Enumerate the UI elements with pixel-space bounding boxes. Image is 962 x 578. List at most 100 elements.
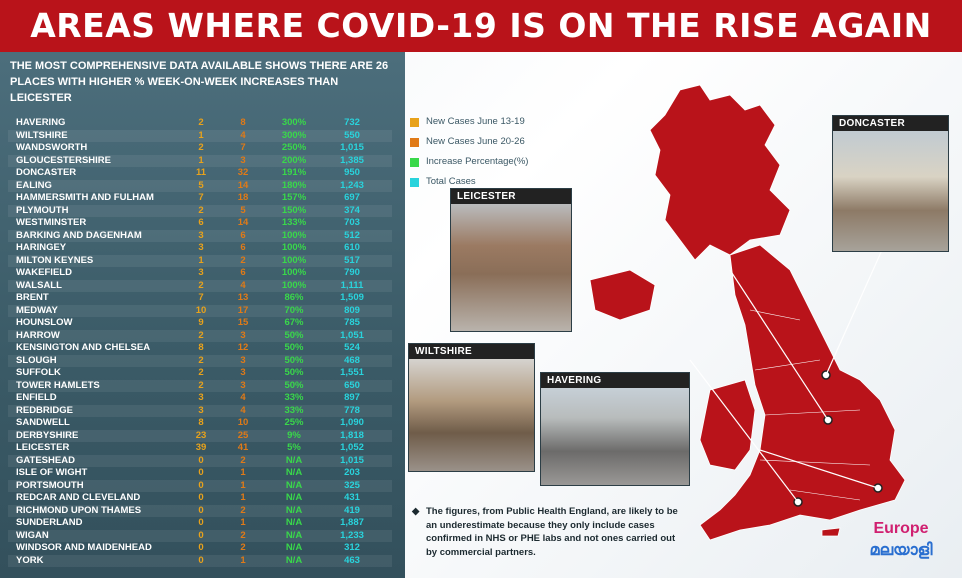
row-total-cases: 374 xyxy=(344,204,360,216)
table-row: TOWER HAMLETS 2 3 50% 650 xyxy=(8,379,392,392)
row-cases-june-13-19: 2 xyxy=(198,367,204,378)
row-cases-june-20-26: 4 xyxy=(240,129,246,141)
row-increase-percentage: 191% xyxy=(281,167,307,178)
row-place-name: MEDWAY xyxy=(16,304,58,316)
row-cases-june-13-19: 3 xyxy=(198,242,204,253)
row-cases-june-13-19: 10 xyxy=(195,304,207,316)
row-place-name: LEICESTER xyxy=(16,442,70,453)
table-row: WIGAN 0 2 N/A 1,233 xyxy=(8,529,392,542)
wiltshire-photo: WILTSHIRE xyxy=(408,343,535,472)
table-row: EALING 5 14 180% 1,243 xyxy=(8,179,392,192)
row-cases-june-13-19: 3 xyxy=(198,229,204,241)
row-total-cases: 312 xyxy=(344,542,360,553)
row-total-cases: 1,233 xyxy=(340,529,364,541)
row-cases-june-20-26: 3 xyxy=(240,367,246,378)
row-place-name: HAMMERSMITH AND FULHAM xyxy=(16,192,154,203)
row-increase-percentage: 100% xyxy=(281,254,307,266)
row-increase-percentage: N/A xyxy=(285,504,303,516)
page-title: AREAS WHERE COVID-19 IS ON THE RISE AGAI… xyxy=(30,6,932,45)
row-increase-percentage: 157% xyxy=(281,192,307,203)
row-cases-june-20-26: 2 xyxy=(240,254,246,266)
row-increase-percentage: 300% xyxy=(281,117,307,128)
row-place-name: PORTSMOUTH xyxy=(16,479,84,491)
row-place-name: EALING xyxy=(16,179,52,191)
row-place-name: DERBYSHIRE xyxy=(16,429,79,441)
row-total-cases: 610 xyxy=(344,242,360,253)
table-row: BRENT 7 13 86% 1,509 xyxy=(8,292,392,304)
table-row: LEICESTER 39 41 5% 1,052 xyxy=(8,442,392,454)
row-total-cases: 463 xyxy=(344,554,360,566)
row-cases-june-20-26: 2 xyxy=(240,542,246,553)
row-cases-june-13-19: 8 xyxy=(198,342,204,353)
row-total-cases: 1,015 xyxy=(340,142,364,153)
row-cases-june-20-26: 8 xyxy=(240,117,246,128)
row-cases-june-20-26: 1 xyxy=(240,554,246,566)
row-increase-percentage: 100% xyxy=(281,229,307,241)
row-increase-percentage: 100% xyxy=(281,242,307,253)
row-increase-percentage: N/A xyxy=(285,467,303,478)
row-place-name: GLOUCESTERSHIRE xyxy=(16,154,112,166)
table-row: HOUNSLOW 9 15 67% 785 xyxy=(8,317,392,329)
row-total-cases: 203 xyxy=(344,467,360,478)
legend-label: Total Cases xyxy=(426,176,476,187)
row-total-cases: 790 xyxy=(344,267,360,278)
legend-swatch xyxy=(410,158,419,167)
row-place-name: HOUNSLOW xyxy=(16,317,73,328)
row-cases-june-20-26: 25 xyxy=(237,429,249,441)
table-row: DONCASTER 11 32 191% 950 xyxy=(8,167,392,179)
legend-swatch xyxy=(410,118,419,127)
row-place-name: WAKEFIELD xyxy=(16,267,72,278)
row-cases-june-13-19: 9 xyxy=(198,317,204,328)
row-total-cases: 950 xyxy=(344,167,360,178)
row-total-cases: 1,243 xyxy=(340,179,364,191)
row-cases-june-13-19: 7 xyxy=(198,292,204,303)
row-cases-june-13-19: 1 xyxy=(198,129,204,141)
table-row: ISLE OF WIGHT 0 1 N/A 203 xyxy=(8,467,392,479)
row-cases-june-20-26: 2 xyxy=(240,454,246,466)
row-cases-june-13-19: 0 xyxy=(198,454,204,466)
table-row: MILTON KEYNES 1 2 100% 517 xyxy=(8,254,392,267)
row-increase-percentage: N/A xyxy=(285,542,303,553)
row-cases-june-13-19: 3 xyxy=(198,392,204,403)
row-cases-june-13-19: 7 xyxy=(198,192,204,203)
row-place-name: DONCASTER xyxy=(16,167,77,178)
logo-wordmark-top: Europe xyxy=(873,520,929,537)
table-row: PORTSMOUTH 0 1 N/A 325 xyxy=(8,479,392,492)
row-place-name: RICHMOND UPON THAMES xyxy=(16,504,142,516)
row-increase-percentage: 50% xyxy=(284,329,304,341)
row-total-cases: 512 xyxy=(344,229,360,241)
row-cases-june-13-19: 2 xyxy=(198,354,204,366)
row-increase-percentage: 86% xyxy=(284,292,304,303)
row-cases-june-20-26: 5 xyxy=(240,204,246,216)
row-cases-june-20-26: 1 xyxy=(240,492,246,503)
row-cases-june-13-19: 0 xyxy=(198,492,204,503)
row-total-cases: 732 xyxy=(344,117,360,128)
row-total-cases: 1,051 xyxy=(340,329,364,341)
row-cases-june-20-26: 10 xyxy=(237,417,249,428)
intro-text: THE MOST COMPREHENSIVE DATA AVAILABLE SH… xyxy=(10,60,389,104)
table-row: HARINGEY 3 6 100% 610 xyxy=(8,242,392,254)
row-cases-june-13-19: 0 xyxy=(198,504,204,516)
row-increase-percentage: N/A xyxy=(285,479,303,491)
row-increase-percentage: 200% xyxy=(281,154,307,166)
logo-wordmark-bottom: മലയാളി xyxy=(869,542,933,559)
row-place-name: SANDWELL xyxy=(16,417,70,428)
row-cases-june-13-19: 2 xyxy=(198,379,204,391)
row-cases-june-13-19: 11 xyxy=(195,167,207,178)
row-cases-june-20-26: 6 xyxy=(240,229,246,241)
wiltshire-photo-title: WILTSHIRE xyxy=(409,344,534,359)
region-borders xyxy=(749,309,871,501)
row-increase-percentage: 5% xyxy=(287,442,301,453)
row-increase-percentage: 50% xyxy=(284,354,304,366)
row-increase-percentage: 70% xyxy=(284,304,304,316)
row-cases-june-20-26: 4 xyxy=(240,392,246,403)
row-place-name: WALSALL xyxy=(16,279,62,291)
row-cases-june-13-19: 8 xyxy=(198,417,204,428)
row-total-cases: 1,090 xyxy=(340,417,364,428)
table-row: WANDSWORTH 2 7 250% 1,015 xyxy=(8,142,392,154)
row-total-cases: 550 xyxy=(344,129,360,141)
row-place-name: BRENT xyxy=(16,292,49,303)
row-place-name: REDBRIDGE xyxy=(16,404,74,416)
footnote-text: The figures, from Public Health England,… xyxy=(426,506,678,558)
table-row: SANDWELL 8 10 25% 1,090 xyxy=(8,417,392,429)
